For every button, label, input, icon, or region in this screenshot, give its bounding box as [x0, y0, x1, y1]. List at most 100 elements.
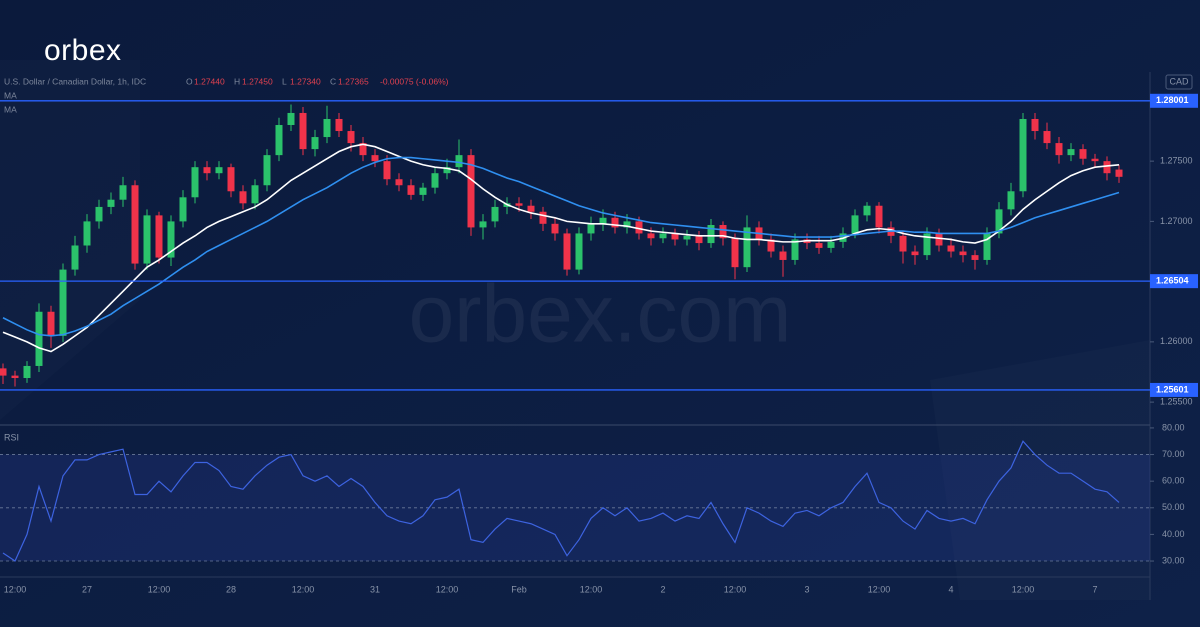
candle-body: [479, 221, 487, 228]
candle-body: [455, 155, 463, 168]
symbol: U.S. Dollar / Canadian Dollar, 1h, IDC: [4, 76, 146, 86]
candle-body: [635, 221, 643, 234]
moving-average: [2, 156, 1120, 337]
x-tick-label: 12:00: [1012, 584, 1035, 594]
candle-body: [935, 233, 943, 246]
candle-body: [311, 137, 319, 150]
candle-body: [11, 375, 19, 379]
candle-body: [707, 225, 715, 244]
candle-body: [131, 185, 139, 264]
candle-body: [431, 173, 439, 188]
x-tick-label: 12:00: [436, 584, 459, 594]
candle-body: [863, 205, 871, 216]
candle-body: [911, 251, 919, 256]
candle-body: [107, 199, 115, 207]
candle-body: [947, 245, 955, 252]
candle-body: [923, 233, 931, 256]
ohlc-value: 1.27440: [194, 76, 225, 86]
y-tick-label: 1.27000: [1160, 216, 1193, 226]
currency: CAD: [1169, 76, 1189, 86]
candle-body: [623, 221, 631, 228]
candle-body: [791, 239, 799, 260]
candle-body: [419, 187, 427, 195]
level-label: 1.25601: [1156, 384, 1189, 394]
candle-body: [47, 311, 55, 336]
candle-body: [1007, 191, 1015, 210]
candle-body: [407, 185, 415, 195]
ohlc-value: 1.27450: [242, 76, 273, 86]
change: -0.00075 (-0.06%): [380, 76, 449, 86]
x-tick-label: 27: [82, 584, 92, 594]
x-tick-label: 12:00: [148, 584, 171, 594]
candle-body: [743, 227, 751, 268]
candle-body: [731, 238, 739, 268]
candle-body: [1091, 158, 1099, 162]
candle-body: [611, 217, 619, 228]
level-label: 1.28001: [1156, 95, 1189, 105]
candle-body: [395, 179, 403, 186]
candle-body: [551, 223, 559, 234]
candle-body: [899, 235, 907, 252]
candle-body: [527, 205, 535, 212]
candle-body: [119, 185, 127, 200]
candle-body: [875, 205, 883, 228]
candle-body: [983, 233, 991, 260]
indicator-label: MA: [4, 104, 17, 114]
candle-body: [35, 311, 43, 366]
candle-body: [659, 233, 667, 239]
candle-body: [371, 155, 379, 162]
candle-body: [467, 155, 475, 228]
y-tick-label: 1.25500: [1160, 396, 1193, 406]
indicator-label: MA: [4, 90, 17, 100]
candle-body: [779, 251, 787, 260]
candle-body: [275, 125, 283, 156]
candle-body: [671, 233, 679, 240]
moving-average: [2, 143, 1120, 353]
y-tick-label: 30.00: [1162, 555, 1185, 565]
candle-body: [167, 221, 175, 258]
currency-box: [1165, 74, 1193, 90]
candle-body: [1067, 149, 1075, 156]
level-label: 1.26504: [1156, 276, 1189, 286]
candle-body: [23, 365, 31, 379]
candle-body: [59, 269, 67, 336]
candle-body: [1079, 149, 1087, 159]
level-box: [1150, 274, 1198, 289]
candle-body: [239, 191, 247, 204]
rsi-band: [0, 454, 1150, 562]
x-tick-label: 3: [804, 584, 809, 594]
candle-body: [1043, 131, 1051, 144]
ohlc-key: H: [234, 76, 240, 86]
candle-body: [83, 221, 91, 246]
x-tick-label: 12:00: [4, 584, 27, 594]
candle-body: [0, 368, 7, 376]
candle-body: [683, 235, 691, 240]
candle-body: [359, 143, 367, 156]
candle-body: [767, 239, 775, 252]
candle-body: [515, 203, 523, 206]
candle-body: [323, 118, 331, 138]
candle-body: [1031, 118, 1039, 132]
candle-body: [251, 185, 259, 204]
candle-body: [647, 233, 655, 239]
x-tick-label: 2: [660, 584, 665, 594]
candle-body: [227, 167, 235, 192]
y-tick-label: 80.00: [1162, 422, 1185, 432]
candle-body: [599, 217, 607, 224]
candle-body: [203, 167, 211, 174]
x-tick-label: 7: [1092, 584, 1097, 594]
ohlc-key: C: [330, 76, 336, 86]
candle-body: [815, 243, 823, 248]
candle-body: [443, 167, 451, 174]
candle-body: [95, 206, 103, 222]
candle-body: [299, 112, 307, 150]
candle-body: [143, 215, 151, 264]
candle-body: [563, 233, 571, 270]
rsi-title: RSI: [4, 432, 19, 442]
candle-body: [1019, 118, 1027, 192]
level-box: [1150, 93, 1198, 108]
candle-body: [539, 211, 547, 224]
ohlc-key: L: [282, 76, 287, 86]
